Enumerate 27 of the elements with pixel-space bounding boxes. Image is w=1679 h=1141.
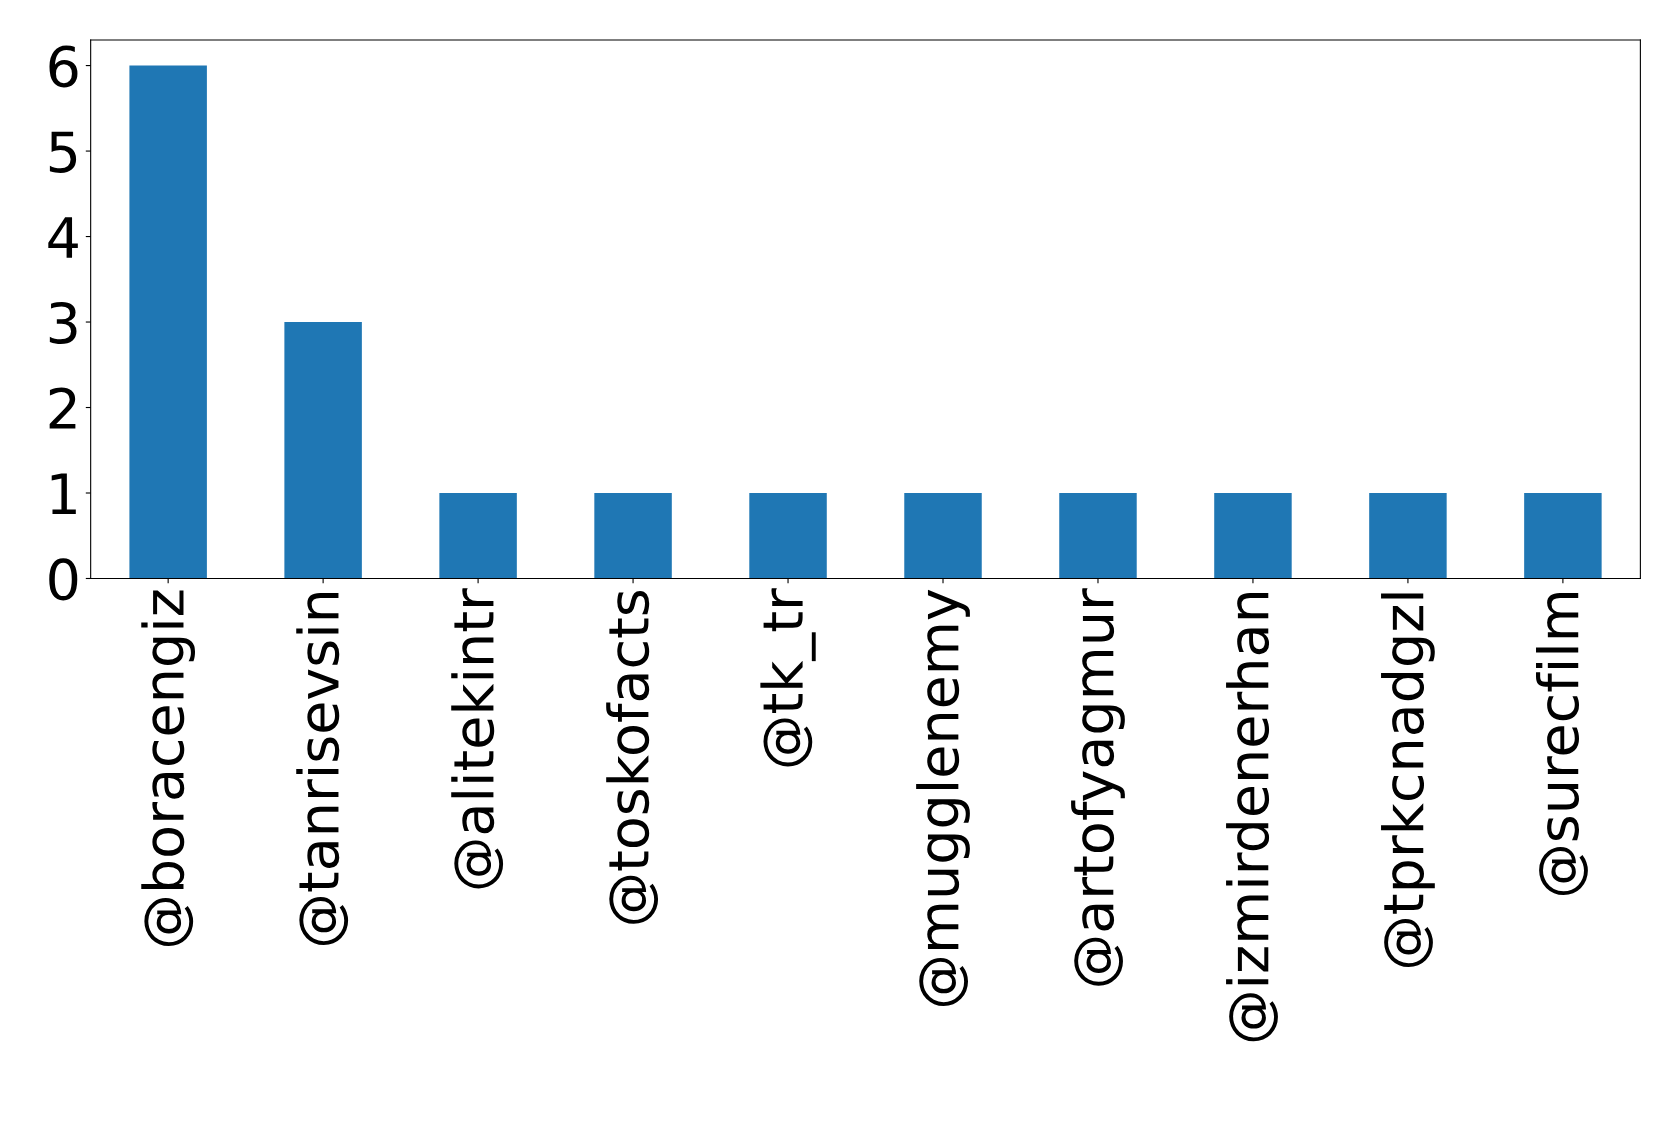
bar [1214, 493, 1292, 579]
x-tick-label: @boracengiz [141, 590, 196, 947]
bar [594, 493, 672, 579]
x-tick-label: @mugglenemy [916, 589, 970, 1006]
bar [1369, 493, 1447, 579]
y-tick-label: 4 [48, 217, 78, 258]
x-tick-label: @tprkcnadgzl [1381, 593, 1435, 968]
y-tick-label: 2 [49, 387, 76, 429]
x-tick-label: @artofyagmur [1071, 588, 1125, 986]
bar [1524, 493, 1602, 579]
y-tick-label: 1 [51, 473, 76, 515]
x-tick-label: @toskofacts [606, 590, 659, 924]
bar [904, 493, 982, 579]
y-tick-label: 0 [49, 558, 78, 601]
x-tick-label: @tk_tr [760, 588, 816, 767]
x-tick-label: @izmirdenerhan [1226, 592, 1278, 1042]
y-tick-label: 6 [49, 45, 78, 88]
y-tick-label: 5 [49, 131, 77, 173]
bar [439, 493, 517, 579]
bar [1059, 493, 1137, 579]
x-tick-label: @alitekintr [451, 588, 504, 889]
y-tick-label: 3 [49, 301, 77, 344]
bar [749, 493, 827, 579]
x-tick-label: @surecfilm [1536, 592, 1588, 896]
bar [129, 65, 207, 579]
x-tick-label: @tanrisevsin [296, 592, 349, 945]
bar [284, 322, 362, 579]
